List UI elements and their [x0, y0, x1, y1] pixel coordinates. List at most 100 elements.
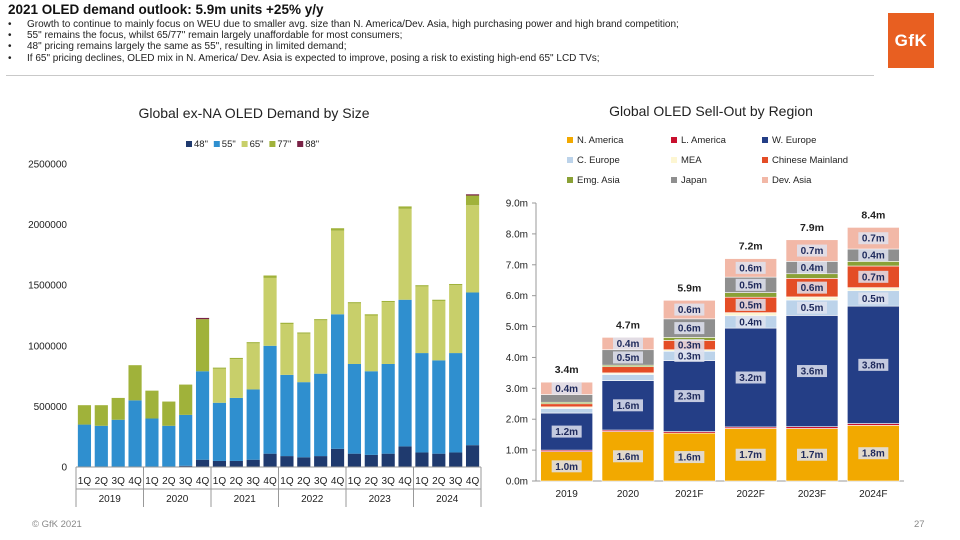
data-label-chinese_mainland: 0.5m — [739, 300, 762, 311]
bar-segment-65 — [246, 343, 260, 390]
x-tick-label: 1Q — [415, 476, 429, 487]
bar-segment-77 — [111, 397, 125, 420]
x-tick-label: 1Q — [348, 476, 362, 487]
legend-swatch-48 — [186, 141, 192, 147]
bar-segment-55 — [145, 418, 159, 467]
bar-segment-65 — [347, 303, 362, 364]
x-tick-label: 2020 — [617, 489, 640, 500]
legend-label-55: 55" — [222, 139, 236, 150]
x-group-label: 2020 — [166, 494, 189, 505]
y-tick-label: 7.0m — [506, 260, 528, 271]
bar-segment-48 — [229, 460, 243, 467]
y-tick-label: 2.0m — [506, 415, 528, 426]
header-divider — [6, 75, 874, 76]
data-label-japan: 0.5m — [739, 280, 762, 291]
x-tick-label: 2019 — [556, 489, 579, 500]
x-tick-label: 2023F — [798, 489, 826, 500]
bar-segment-48 — [195, 459, 210, 467]
bar-segment-55 — [415, 353, 429, 453]
bar-segment-48 — [212, 460, 227, 467]
bar-segment-65 — [280, 323, 294, 375]
data-label-box — [613, 450, 643, 463]
y-tick-label: 3.0m — [506, 384, 528, 395]
data-label-c_europe: 0.5m — [862, 294, 885, 305]
x-tick-label: 2Q — [162, 476, 176, 487]
legend-label-w_europe: W. Europe — [772, 135, 816, 146]
data-label-chinese_mainland: 0.6m — [801, 283, 824, 294]
data-label-japan: 0.6m — [678, 324, 701, 335]
bar-segment-65 — [432, 300, 446, 361]
data-label-box — [735, 315, 766, 328]
bar-segment-65 — [449, 285, 463, 354]
bar-segment-65 — [297, 333, 311, 383]
legend-label-japan: Japan — [681, 175, 707, 186]
data-label-box — [858, 249, 889, 262]
legend-label-chinese_mainland: Chinese Mainland — [772, 155, 848, 166]
copyright: © GfK 2021 — [32, 519, 82, 530]
bar-segment-55 — [297, 382, 311, 458]
data-label-w_europe: 1.2m — [555, 427, 578, 438]
bar-segment-65 — [263, 277, 277, 346]
bar-segment-77 — [347, 302, 362, 304]
chart-title: Global ex-NA OLED Demand by Size — [138, 105, 369, 121]
x-group-label: 2021 — [234, 494, 257, 505]
x-tick-label: 1Q — [213, 476, 227, 487]
bar-segment-77 — [246, 342, 260, 344]
legend-swatch-65 — [241, 141, 248, 147]
x-group-label: 2019 — [99, 494, 122, 505]
bar-segment-77 — [432, 299, 446, 301]
data-label-w_europe: 2.3m — [678, 392, 701, 403]
bar-segment-65 — [229, 359, 243, 398]
bar-segment-mea — [847, 287, 900, 292]
legend-swatch-mea — [671, 157, 677, 163]
total-label: 3.4m — [555, 364, 579, 376]
data-label-chinese_mainland: 0.7m — [862, 272, 885, 283]
x-tick-label: 1Q — [280, 476, 294, 487]
bar-segment-77 — [128, 365, 142, 401]
data-label-box — [858, 447, 889, 460]
data-label-w_europe: 3.8m — [862, 360, 885, 371]
data-label-box — [735, 371, 766, 384]
data-label-box — [674, 349, 705, 362]
data-label-n_america: 1.6m — [678, 453, 701, 464]
data-label-n_america: 1.6m — [617, 452, 640, 463]
x-tick-label: 4Q — [196, 476, 210, 487]
legend-label-77: 77" — [277, 139, 291, 150]
x-tick-label: 2Q — [95, 476, 109, 487]
bar-segment-55 — [432, 360, 446, 454]
bar-segment-65 — [415, 286, 429, 354]
bar-segment-48 — [280, 456, 294, 467]
y-tick-label: 5.0m — [506, 322, 528, 333]
bar-segment-77 — [162, 401, 176, 426]
x-tick-label: 3Q — [449, 476, 463, 487]
data-label-w_europe: 1.6m — [617, 401, 640, 412]
bar-segment-48 — [179, 465, 193, 467]
bar-segment-55 — [128, 400, 142, 467]
bar-segment-77 — [465, 195, 480, 206]
x-tick-label: 2Q — [230, 476, 244, 487]
bar-segment-77 — [415, 285, 429, 287]
bar-segment-48 — [263, 453, 277, 467]
bar-segment-c_europe — [540, 408, 593, 414]
x-tick-label: 4Q — [398, 476, 412, 487]
legend-swatch-emg_asia — [567, 177, 573, 183]
bar-segment-77 — [263, 275, 277, 278]
bar-segment-55 — [314, 373, 328, 457]
bar-segment-77 — [364, 314, 378, 316]
bar-segment-japan — [540, 394, 593, 403]
bar-segment-77 — [212, 367, 227, 369]
page-number: 27 — [914, 519, 925, 530]
bar-segment-chinese_mainland — [540, 403, 593, 408]
bar-segment-77 — [280, 322, 294, 324]
x-tick-label: 2Q — [365, 476, 379, 487]
legend-swatch-chinese_mainland — [762, 157, 768, 163]
bar-segment-65 — [330, 230, 345, 315]
bar-segment-emg_asia — [847, 261, 900, 267]
bar-segment-65 — [314, 320, 328, 374]
x-tick-label: 2Q — [297, 476, 311, 487]
data-label-box — [735, 261, 766, 274]
bar-segment-mea — [785, 296, 839, 301]
bar-segment-55 — [347, 363, 362, 454]
data-label-c_europe: 0.5m — [801, 303, 824, 314]
x-tick-label: 3Q — [247, 476, 261, 487]
